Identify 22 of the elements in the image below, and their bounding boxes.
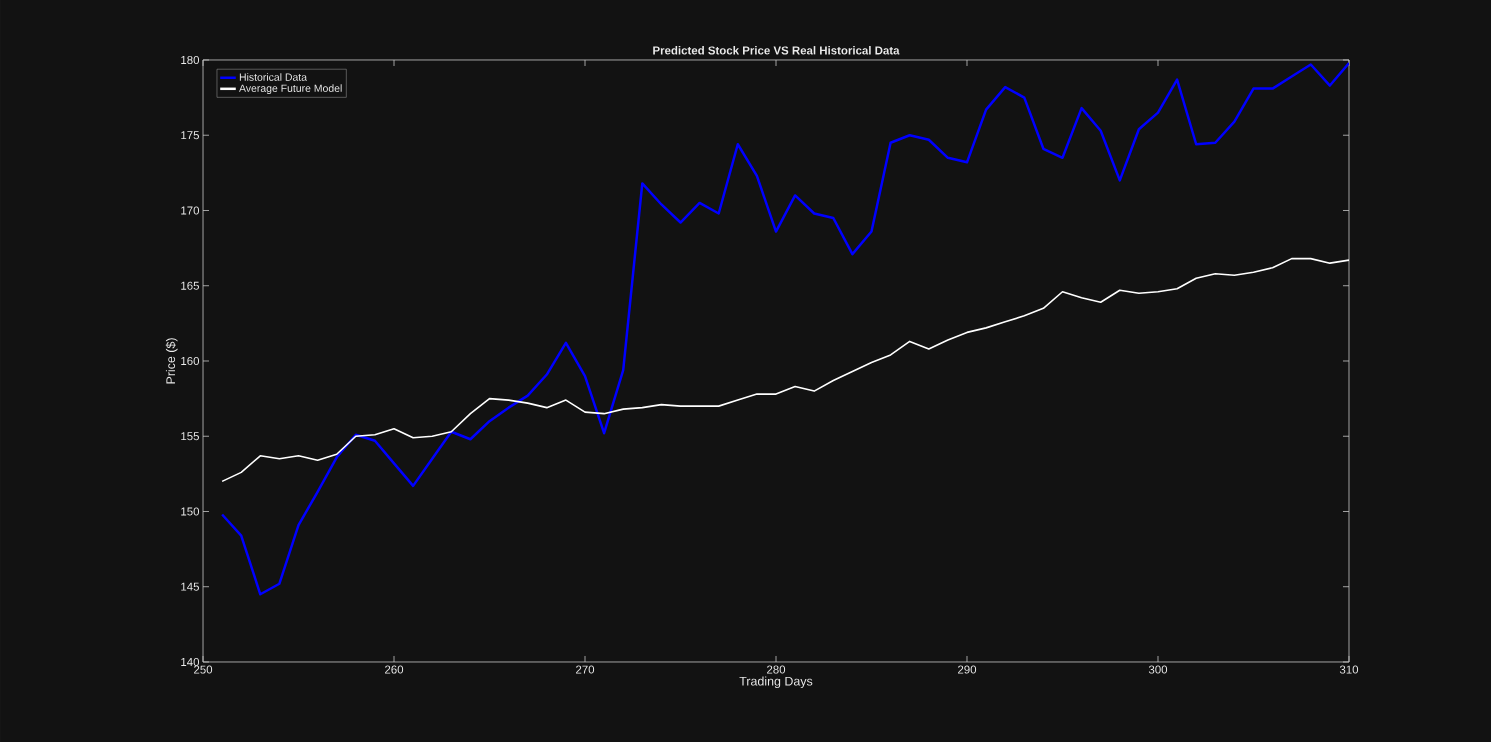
- y-tick-label: 180: [181, 55, 200, 65]
- x-tick-label: 300: [1148, 665, 1168, 674]
- y-tick-label: 150: [181, 507, 200, 516]
- x-tick-label: 260: [385, 665, 404, 674]
- y-tick-label: 175: [181, 131, 200, 140]
- y-axis-title: Price ($): [165, 338, 178, 384]
- y-tick-label: 165: [181, 281, 200, 290]
- x-tick-label: 290: [958, 665, 977, 674]
- x-tick-label: 270: [576, 665, 595, 674]
- y-tick-label: 170: [181, 206, 200, 215]
- x-tick-label: 280: [767, 665, 786, 674]
- y-tick-label: 155: [181, 432, 200, 441]
- line-series: [220, 61, 1349, 596]
- y-tick-label: 140: [181, 657, 200, 667]
- legend-label: Average Future Model: [239, 84, 342, 95]
- x-tick-label: 250: [194, 665, 213, 674]
- chart-title: Predicted Stock Price VS Real Historical Data: [653, 46, 900, 55]
- y-tick-label: 145: [181, 582, 200, 591]
- y-tick-label: 160: [181, 356, 200, 366]
- x-axis-title: Trading Days: [739, 676, 813, 689]
- legend-label: Historical Data: [239, 73, 308, 81]
- x-tick-label: 310: [1339, 665, 1359, 674]
